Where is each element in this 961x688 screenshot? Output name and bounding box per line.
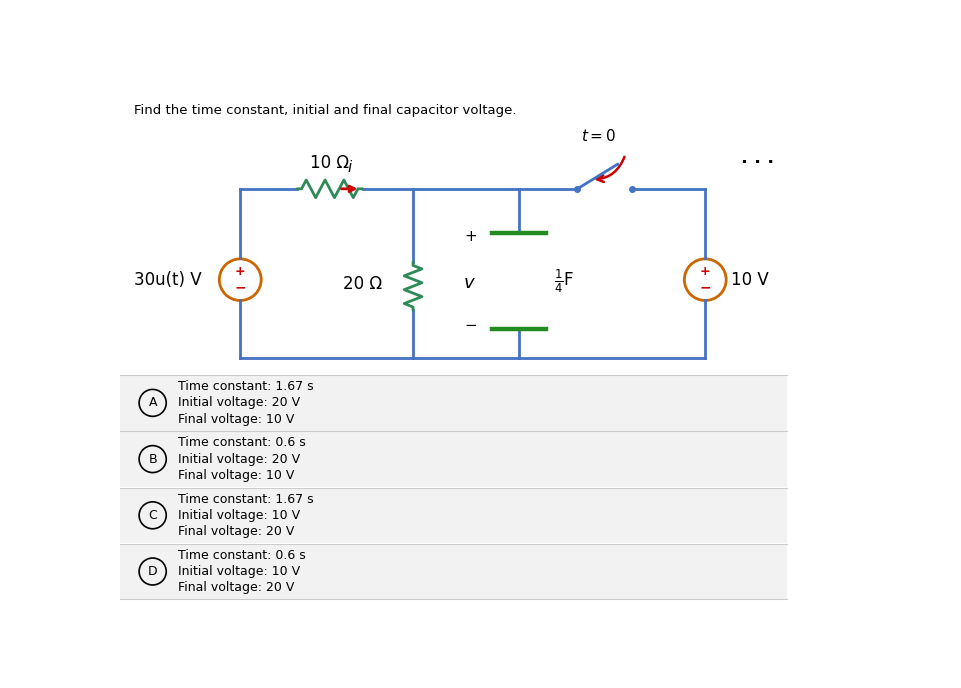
- Text: Initial voltage: 20 V: Initial voltage: 20 V: [178, 396, 301, 409]
- Text: Final voltage: 10 V: Final voltage: 10 V: [178, 413, 295, 426]
- Text: Time constant: 1.67 s: Time constant: 1.67 s: [178, 380, 314, 394]
- Text: +: +: [700, 266, 710, 279]
- Text: Time constant: 0.6 s: Time constant: 0.6 s: [178, 549, 306, 562]
- Text: Final voltage: 20 V: Final voltage: 20 V: [178, 581, 295, 594]
- Text: B: B: [148, 453, 157, 466]
- Text: Time constant: 1.67 s: Time constant: 1.67 s: [178, 493, 314, 506]
- Text: D: D: [148, 565, 158, 578]
- Text: Initial voltage: 10 V: Initial voltage: 10 V: [178, 565, 301, 578]
- FancyArrowPatch shape: [597, 157, 625, 182]
- Text: C: C: [148, 509, 157, 522]
- FancyBboxPatch shape: [120, 375, 787, 431]
- Text: Find the time constant, initial and final capacitor voltage.: Find the time constant, initial and fina…: [135, 104, 517, 117]
- Text: +: +: [464, 229, 477, 244]
- Text: 30u(t) V: 30u(t) V: [135, 270, 202, 289]
- Text: A: A: [148, 396, 157, 409]
- Text: Final voltage: 20 V: Final voltage: 20 V: [178, 525, 295, 538]
- Text: 20 Ω: 20 Ω: [343, 275, 382, 293]
- Text: Final voltage: 10 V: Final voltage: 10 V: [178, 469, 295, 482]
- Text: Time constant: 0.6 s: Time constant: 0.6 s: [178, 436, 306, 449]
- Text: −: −: [700, 281, 711, 294]
- Text: Initial voltage: 20 V: Initial voltage: 20 V: [178, 453, 301, 466]
- Text: v: v: [463, 274, 474, 292]
- Text: 10 Ω: 10 Ω: [309, 154, 349, 172]
- Text: $t = 0$: $t = 0$: [581, 128, 617, 144]
- Text: $\frac{1}{4}$F: $\frac{1}{4}$F: [554, 268, 574, 295]
- FancyBboxPatch shape: [120, 431, 787, 487]
- FancyBboxPatch shape: [120, 544, 787, 599]
- Text: . . .: . . .: [741, 149, 774, 167]
- Text: Initial voltage: 10 V: Initial voltage: 10 V: [178, 509, 301, 522]
- Text: i: i: [347, 160, 352, 175]
- Text: 10 V: 10 V: [730, 270, 769, 289]
- Text: −: −: [234, 281, 246, 294]
- Text: +: +: [234, 266, 246, 279]
- FancyBboxPatch shape: [120, 488, 787, 543]
- Text: −: −: [464, 319, 477, 334]
